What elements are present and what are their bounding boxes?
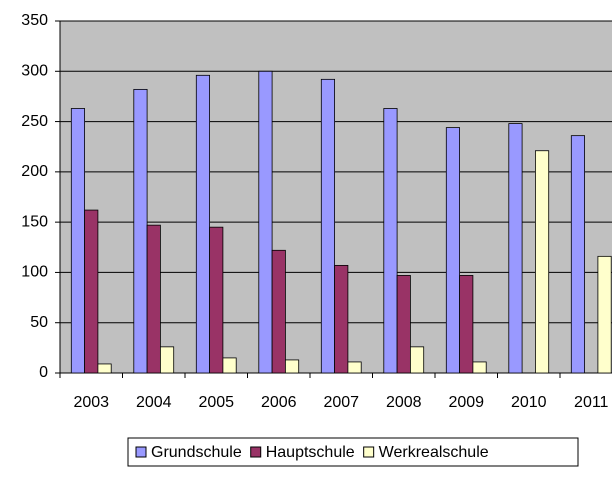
y-tick-label: 0 [39, 364, 48, 381]
bar [535, 150, 550, 374]
y-tick-label: 300 [21, 63, 48, 80]
bar [396, 275, 411, 374]
bar [97, 363, 112, 374]
bar [472, 361, 487, 374]
bar [159, 346, 175, 374]
bar [409, 346, 425, 374]
legend-label: Werkrealschule [379, 444, 489, 461]
y-tick-label: 350 [21, 12, 48, 29]
bar [459, 275, 474, 374]
y-tick-label: 100 [21, 264, 48, 281]
x-tick-label: 2003 [73, 394, 109, 411]
x-tick-label: 2007 [323, 394, 359, 411]
bar [271, 249, 286, 374]
x-tick-label: 2006 [261, 394, 297, 411]
legend-label: Hauptschule [266, 444, 355, 461]
bar [222, 357, 237, 374]
bar [70, 108, 86, 374]
bar [445, 127, 460, 374]
x-tick-label: 2004 [136, 394, 172, 411]
bar [284, 359, 300, 374]
legend-label: Grundschule [151, 444, 242, 461]
legend-swatch [250, 446, 262, 458]
bar [383, 108, 398, 374]
bar [195, 74, 211, 374]
bar [209, 226, 224, 374]
bar [320, 78, 335, 374]
x-tick-label: 2009 [448, 394, 484, 411]
x-tick-label: 2005 [198, 394, 234, 411]
y-tick-label: 250 [21, 113, 48, 130]
bar [84, 209, 99, 374]
bar [146, 224, 161, 374]
bar [597, 255, 612, 374]
x-tick-label: 2011 [574, 394, 609, 411]
x-tick-label: 2008 [386, 394, 422, 411]
bar [570, 135, 585, 374]
x-tick-label: 2010 [511, 394, 547, 411]
legend-swatch [135, 446, 147, 458]
bar [347, 361, 362, 374]
bar [133, 88, 148, 374]
y-tick-label: 150 [21, 213, 48, 230]
bar [334, 264, 349, 374]
bar [508, 123, 523, 374]
legend-box [127, 437, 579, 467]
y-tick-label: 50 [30, 314, 48, 331]
bar [258, 70, 273, 374]
y-tick-label: 200 [21, 163, 48, 180]
legend-swatch [363, 446, 375, 458]
